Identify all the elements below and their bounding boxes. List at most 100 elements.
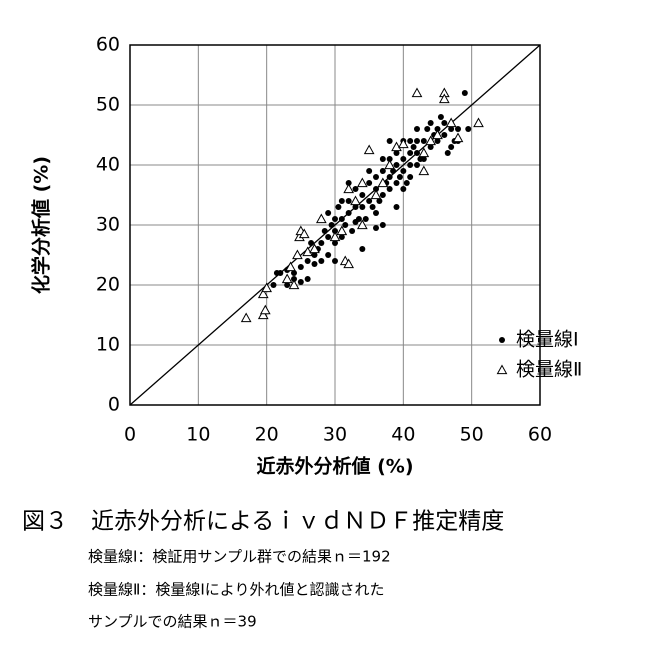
dot-marker: [318, 258, 325, 264]
dot-marker: [304, 276, 311, 282]
dot-marker: [335, 204, 342, 210]
dot-marker: [386, 174, 393, 180]
dot-marker: [318, 240, 325, 246]
triangle-marker: [336, 225, 348, 236]
x-tick-label: 0: [124, 424, 136, 446]
triangle-marker: [288, 279, 300, 290]
triangle-marker: [261, 282, 273, 293]
dot-marker: [376, 198, 383, 204]
dot-marker: [342, 222, 349, 228]
dot-marker: [386, 156, 393, 162]
triangle-marker: [445, 117, 457, 128]
dot-marker: [325, 234, 332, 240]
dot-marker: [393, 162, 400, 168]
dot-marker: [311, 261, 318, 267]
triangle-marker: [438, 93, 450, 104]
dot-marker: [338, 216, 345, 222]
dot-marker: [362, 216, 369, 222]
triangle-marker: [350, 195, 361, 206]
triangle-marker: [411, 87, 423, 98]
dot-marker: [345, 210, 352, 216]
dot-marker: [284, 282, 291, 288]
dot-marker: [359, 246, 366, 252]
dot-marker: [441, 132, 448, 138]
dot-marker: [407, 162, 414, 168]
dot-marker: [427, 120, 434, 126]
dot-marker: [338, 198, 345, 204]
dot-marker: [403, 180, 410, 186]
dot-marker: [352, 204, 359, 210]
dot-marker: [308, 240, 315, 246]
dot-marker: [332, 240, 338, 246]
dot-marker: [441, 120, 448, 126]
triangle-marker: [281, 273, 293, 284]
y-tick-label: 10: [96, 334, 120, 356]
dot-marker: [366, 168, 373, 174]
triangle-marker: [432, 129, 443, 140]
dot-marker: [366, 198, 373, 204]
dot-marker: [386, 138, 393, 144]
dot-marker: [434, 138, 441, 144]
dot-marker: [332, 228, 338, 234]
dot-marker: [373, 174, 379, 180]
dot-marker: [321, 228, 328, 234]
plot-frame: [129, 44, 541, 406]
x-tick-label: 40: [391, 424, 415, 446]
dot-marker: [373, 186, 379, 192]
x-tick-label: 20: [255, 424, 279, 446]
dot-marker: [414, 150, 420, 156]
dot-marker: [338, 234, 345, 240]
dot-marker: [393, 180, 400, 186]
y-tick-label: 20: [96, 274, 120, 296]
dot-marker: [424, 126, 431, 132]
dot-marker: [379, 222, 386, 228]
dot-marker: [291, 270, 297, 276]
dot-marker: [444, 150, 451, 156]
dot-marker: [373, 225, 379, 231]
triangle-marker: [397, 138, 409, 149]
legend-label: 検量線Ⅱ: [516, 359, 582, 381]
dot-marker: [393, 204, 400, 210]
dot-marker: [400, 168, 407, 174]
triangle-marker: [384, 159, 396, 170]
dot-marker: [434, 126, 441, 132]
dot-marker: [332, 216, 338, 222]
dot-marker: [400, 186, 407, 192]
triangle-marker: [302, 246, 314, 257]
y-tick-label: 50: [96, 94, 120, 116]
x-tick-label: 60: [528, 424, 552, 446]
triangle-marker: [356, 219, 368, 230]
dot-marker: [420, 156, 427, 162]
dot-marker: [379, 156, 386, 162]
dot-marker: [414, 162, 420, 168]
dot-marker: [414, 138, 420, 144]
dot-marker: [345, 180, 352, 186]
dot-marker: [304, 258, 311, 264]
dot-marker: [332, 258, 338, 264]
triangle-marker: [418, 165, 430, 176]
dot-marker: [386, 186, 393, 192]
triangle-marker: [452, 132, 464, 143]
triangle-marker: [343, 183, 355, 194]
triangle-marker: [343, 258, 355, 269]
triangle-marker: [285, 261, 296, 272]
note: サンプルでの結果ｎ＝39: [88, 613, 257, 631]
triangle-marker: [473, 117, 484, 128]
triangle-marker: [425, 135, 437, 146]
triangle-marker: [363, 144, 375, 155]
triangle-marker: [259, 304, 271, 315]
dot-marker: [400, 156, 407, 162]
triangle-marker: [309, 243, 320, 254]
dot-marker: [352, 186, 359, 192]
dot-marker: [349, 228, 356, 234]
legend-label: 検量線Ⅰ: [516, 329, 579, 351]
dot-marker: [448, 144, 455, 150]
y-tick-label: 0: [108, 394, 120, 416]
dot-marker: [379, 168, 386, 174]
dot-marker: [325, 252, 332, 258]
triangle-marker: [329, 231, 341, 242]
triangle-marker: [292, 249, 303, 260]
reference-line: [129, 44, 541, 406]
dot-marker: [297, 279, 304, 285]
